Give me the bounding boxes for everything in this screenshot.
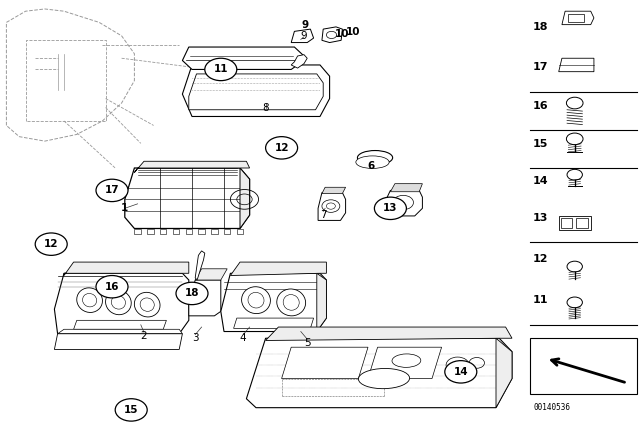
Polygon shape	[322, 27, 342, 43]
Bar	[559, 216, 591, 230]
Text: 15: 15	[124, 405, 138, 415]
Text: 13: 13	[533, 213, 548, 224]
Text: 6: 6	[367, 161, 375, 171]
Polygon shape	[74, 320, 166, 329]
Polygon shape	[125, 168, 250, 228]
Text: 12: 12	[44, 239, 58, 249]
Text: 2: 2	[141, 331, 147, 341]
Polygon shape	[384, 190, 422, 216]
Ellipse shape	[241, 287, 271, 314]
Polygon shape	[195, 251, 205, 280]
Polygon shape	[368, 347, 442, 379]
Ellipse shape	[140, 298, 154, 311]
Text: 1: 1	[121, 203, 129, 213]
Polygon shape	[496, 338, 512, 408]
Polygon shape	[54, 273, 189, 334]
Text: 12: 12	[275, 143, 289, 153]
Ellipse shape	[357, 151, 393, 165]
Bar	[576, 218, 588, 228]
Text: 18: 18	[185, 289, 199, 298]
Text: 17: 17	[105, 185, 119, 195]
Polygon shape	[134, 161, 250, 172]
Polygon shape	[173, 229, 179, 234]
Circle shape	[115, 399, 147, 421]
Text: 12: 12	[533, 254, 548, 264]
Bar	[561, 218, 572, 228]
Text: 16: 16	[105, 282, 119, 292]
Polygon shape	[189, 280, 221, 316]
Text: 00140536: 00140536	[533, 403, 570, 412]
Ellipse shape	[283, 295, 300, 310]
Circle shape	[96, 179, 128, 202]
Text: 11: 11	[214, 65, 228, 74]
Text: 9: 9	[301, 21, 308, 30]
Ellipse shape	[248, 293, 264, 308]
Polygon shape	[237, 229, 243, 234]
Polygon shape	[322, 187, 346, 194]
Text: 11: 11	[533, 295, 548, 305]
Polygon shape	[186, 229, 192, 234]
Text: 13: 13	[383, 203, 397, 213]
Ellipse shape	[111, 296, 125, 309]
Polygon shape	[147, 229, 154, 234]
Ellipse shape	[356, 156, 389, 168]
Circle shape	[374, 197, 406, 220]
Polygon shape	[291, 55, 307, 68]
Ellipse shape	[106, 290, 131, 314]
Circle shape	[266, 137, 298, 159]
Bar	[568, 14, 584, 22]
Text: 3: 3	[192, 333, 198, 343]
Text: 17: 17	[533, 62, 548, 72]
Circle shape	[445, 361, 477, 383]
Text: 10: 10	[335, 29, 349, 39]
Polygon shape	[559, 58, 594, 72]
Polygon shape	[189, 74, 323, 110]
Polygon shape	[54, 334, 182, 349]
Polygon shape	[224, 229, 230, 234]
Polygon shape	[318, 193, 346, 220]
Text: 5: 5	[304, 338, 310, 348]
Circle shape	[176, 282, 208, 305]
Text: 8: 8	[262, 103, 269, 112]
Ellipse shape	[392, 354, 420, 367]
Polygon shape	[221, 273, 326, 332]
Polygon shape	[234, 318, 314, 328]
Polygon shape	[160, 229, 166, 234]
Polygon shape	[390, 184, 422, 192]
Polygon shape	[562, 11, 594, 25]
Polygon shape	[246, 338, 512, 408]
Polygon shape	[266, 327, 512, 340]
Ellipse shape	[358, 368, 410, 389]
Bar	[530, 338, 637, 394]
Polygon shape	[182, 47, 304, 69]
Polygon shape	[58, 329, 182, 334]
Text: 7: 7	[320, 210, 326, 220]
Polygon shape	[195, 269, 227, 280]
Text: 4: 4	[240, 333, 246, 343]
Ellipse shape	[77, 288, 102, 312]
Text: 9: 9	[301, 31, 307, 41]
Ellipse shape	[276, 289, 306, 316]
Polygon shape	[211, 229, 218, 234]
Polygon shape	[317, 273, 326, 332]
Polygon shape	[240, 168, 250, 228]
Polygon shape	[291, 29, 314, 43]
Circle shape	[96, 276, 128, 298]
Text: 15: 15	[533, 139, 548, 150]
Polygon shape	[64, 262, 189, 276]
Text: 10: 10	[346, 27, 360, 37]
Circle shape	[35, 233, 67, 255]
Text: 18: 18	[533, 22, 548, 32]
Polygon shape	[134, 229, 141, 234]
Polygon shape	[282, 347, 368, 379]
Text: 16: 16	[533, 101, 548, 112]
Text: 14: 14	[533, 177, 548, 186]
Polygon shape	[182, 65, 330, 116]
Circle shape	[205, 58, 237, 81]
Polygon shape	[198, 229, 205, 234]
Text: 14: 14	[454, 367, 468, 377]
Ellipse shape	[83, 293, 97, 307]
Polygon shape	[230, 262, 326, 276]
Ellipse shape	[134, 293, 160, 317]
